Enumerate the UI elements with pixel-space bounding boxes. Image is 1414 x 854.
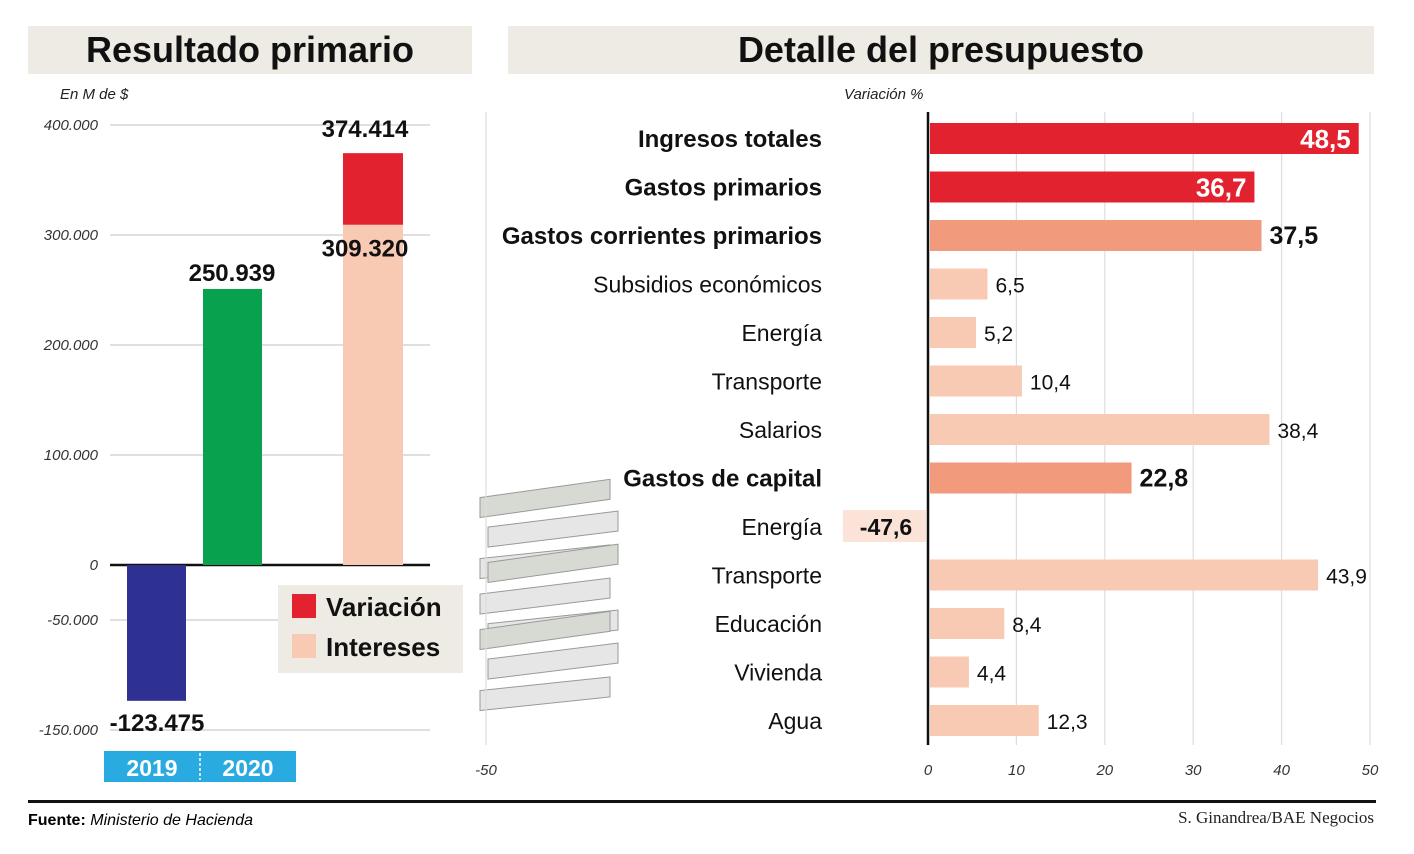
category-label: Transporte xyxy=(712,369,822,395)
bar-value-label: 22,8 xyxy=(1140,465,1189,493)
legend-swatch xyxy=(292,594,316,618)
x-tick-label: -50 xyxy=(475,762,497,779)
credit: S. Ginandrea/BAE Negocios xyxy=(1178,808,1374,827)
bar-negative-truncated xyxy=(843,510,926,542)
category-label: Gastos corrientes primarios xyxy=(502,223,822,250)
y-tick-label: 400.000 xyxy=(44,117,99,134)
category-label: Educación xyxy=(715,611,822,637)
bar-value-label: 37,5 xyxy=(1270,222,1319,250)
source-value: Ministerio de Hacienda xyxy=(90,812,253,829)
bar xyxy=(930,462,1132,494)
y-tick-label: -50.000 xyxy=(47,612,99,629)
bar xyxy=(930,220,1262,251)
category-label: Transporte xyxy=(712,563,822,589)
money-stack-icon xyxy=(479,676,611,712)
money-stack-icon xyxy=(479,577,611,615)
category-label: Gastos primarios xyxy=(625,175,822,202)
bar-value-label: 8,4 xyxy=(1012,614,1042,637)
bar-value-label: 5,2 xyxy=(984,323,1013,346)
y-tick-label: 300.000 xyxy=(44,227,99,244)
category-label: Vivienda xyxy=(734,660,822,686)
x-tick-label: 50 xyxy=(1362,762,1379,779)
money-stack-icon xyxy=(479,478,611,519)
bar-label: -123.475 xyxy=(110,710,205,737)
x-tick-label: 40 xyxy=(1273,762,1290,779)
bar xyxy=(930,171,1255,203)
legend-label: Variación xyxy=(326,592,442,622)
left-chart-title: Resultado primario xyxy=(28,26,472,74)
y-tick-label: -150.000 xyxy=(39,722,99,739)
money-stack-icon xyxy=(487,543,619,583)
bar-variacion xyxy=(343,153,403,225)
bar-label: 374.414 xyxy=(322,116,409,143)
year-label: 2019 xyxy=(126,755,177,781)
x-tick-label: 20 xyxy=(1095,762,1113,779)
bar-value-label: 38,4 xyxy=(1277,420,1318,443)
category-label: Energía xyxy=(741,320,822,346)
year-label: 2020 xyxy=(222,755,273,781)
bar xyxy=(930,365,1022,397)
category-label: Salarios xyxy=(739,417,822,443)
bar xyxy=(930,656,969,688)
bar-value-label: 6,5 xyxy=(995,275,1024,298)
money-stack-icon xyxy=(487,510,619,548)
bar-intereses xyxy=(343,224,403,566)
source: Fuente: Ministerio de Hacienda xyxy=(28,812,253,830)
legend-swatch xyxy=(292,634,316,658)
bar-label: 309.320 xyxy=(322,236,409,263)
y-tick-label: 100.000 xyxy=(44,447,99,464)
category-label: Subsidios económicos xyxy=(593,272,822,298)
bar xyxy=(930,268,988,300)
category-label: Agua xyxy=(768,708,822,734)
bar-value-label: 10,4 xyxy=(1030,372,1071,395)
source-label: Fuente: xyxy=(28,812,86,829)
right-x-label: Variación % xyxy=(844,86,924,103)
category-label: Energía xyxy=(741,514,822,540)
bar xyxy=(930,608,1005,639)
year-strip xyxy=(104,751,296,782)
money-stack-icon xyxy=(479,610,611,651)
bar xyxy=(930,559,1319,591)
category-label: Ingresos totales xyxy=(638,126,822,153)
bar-value-label: 36,7 xyxy=(1196,173,1247,203)
bar xyxy=(930,414,1270,445)
y-tick-label: 200.000 xyxy=(43,337,99,354)
bar xyxy=(930,123,1359,154)
money-stack-icon xyxy=(487,642,619,680)
y-tick-label: 0 xyxy=(90,557,99,574)
bar-value-label: 43,9 xyxy=(1326,566,1367,589)
left-y-label: En M de $ xyxy=(60,86,129,103)
bar-2020 xyxy=(203,288,262,565)
bar-label: 250.939 xyxy=(189,260,276,287)
bar xyxy=(930,317,976,348)
bar-value-label: 12,3 xyxy=(1047,711,1088,734)
legend-label: Intereses xyxy=(326,632,440,662)
bar-value-label: 48,5 xyxy=(1300,124,1351,154)
x-tick-label: 0 xyxy=(924,762,933,779)
bar-value-label: 4,4 xyxy=(977,663,1007,686)
x-tick-label: 30 xyxy=(1185,762,1202,779)
bar xyxy=(930,705,1039,736)
category-label: Gastos de capital xyxy=(623,466,822,493)
bar-2019 xyxy=(127,565,186,701)
footer-divider xyxy=(28,800,1376,803)
x-tick-label: 10 xyxy=(1008,762,1025,779)
right-chart-title: Detalle del presupuesto xyxy=(508,26,1374,74)
bar-value-label: -47,6 xyxy=(860,514,912,540)
